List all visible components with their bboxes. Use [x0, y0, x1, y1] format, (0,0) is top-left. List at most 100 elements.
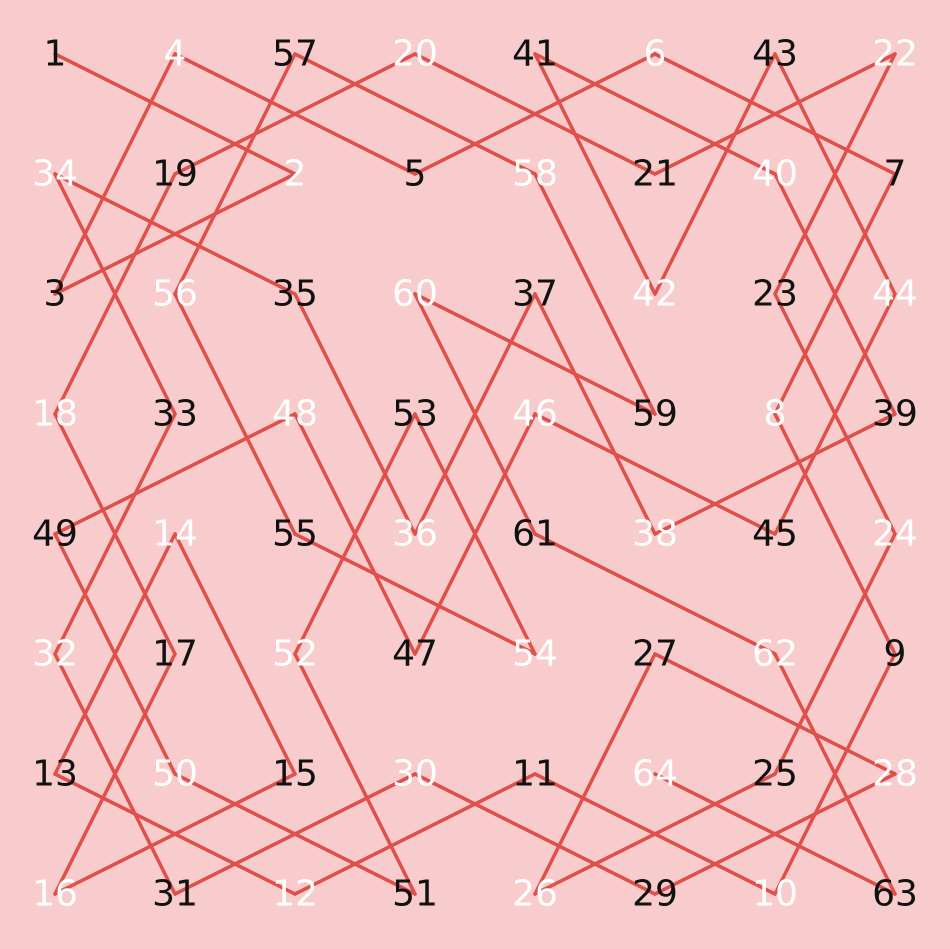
- cell-label-19: 19: [152, 154, 198, 195]
- cell-label-52: 52: [272, 634, 318, 675]
- move-1-to-2: [53, 52, 297, 176]
- cell-label-41: 41: [512, 34, 558, 75]
- move-54-to-55: [293, 532, 537, 656]
- move-21-to-22: [653, 52, 897, 176]
- cell-label-7: 7: [884, 154, 907, 195]
- cell-label-56: 56: [152, 274, 198, 315]
- move-63-to-64: [653, 772, 897, 896]
- cell-label-32: 32: [32, 634, 78, 675]
- move-41-to-42: [533, 52, 657, 296]
- cell-label-30: 30: [392, 754, 438, 795]
- move-48-to-49: [53, 412, 297, 536]
- cell-label-21: 21: [632, 154, 678, 195]
- move-14-to-15: [173, 532, 297, 776]
- move-35-to-36: [293, 292, 417, 536]
- cell-label-12: 12: [272, 874, 318, 915]
- move-20-to-21: [413, 52, 657, 176]
- move-31-to-32: [53, 652, 177, 896]
- cell-label-49: 49: [32, 514, 78, 555]
- cell-label-5: 5: [404, 154, 427, 195]
- move-61-to-62: [533, 532, 777, 656]
- move-57-to-58: [293, 52, 537, 176]
- move-49-to-50: [53, 532, 177, 776]
- cell-label-39: 39: [872, 394, 918, 435]
- move-38-to-39: [653, 412, 897, 536]
- cell-label-27: 27: [632, 634, 678, 675]
- move-34-to-35: [53, 172, 297, 296]
- move-45-to-46: [533, 412, 777, 536]
- cell-label-37: 37: [512, 274, 558, 315]
- cell-label-20: 20: [392, 34, 438, 75]
- cell-label-14: 14: [152, 514, 198, 555]
- cell-label-11: 11: [512, 754, 558, 795]
- move-40-to-41: [533, 52, 777, 176]
- move-37-to-38: [533, 292, 657, 536]
- move-39-to-40: [773, 172, 897, 416]
- cell-label-13: 13: [32, 754, 78, 795]
- cell-label-54: 54: [512, 634, 558, 675]
- cell-label-61: 61: [512, 514, 558, 555]
- cell-label-48: 48: [272, 394, 318, 435]
- cell-label-53: 53: [392, 394, 438, 435]
- move-62-to-63: [773, 652, 897, 896]
- move-32-to-33: [53, 412, 177, 656]
- cell-label-50: 50: [152, 754, 198, 795]
- cell-label-43: 43: [752, 34, 798, 75]
- move-44-to-45: [773, 292, 897, 536]
- cell-label-25: 25: [752, 754, 798, 795]
- cell-label-2: 2: [284, 154, 307, 195]
- cell-label-22: 22: [872, 34, 918, 75]
- cell-label-42: 42: [632, 274, 678, 315]
- cell-label-59: 59: [632, 394, 678, 435]
- move-24-to-25: [773, 532, 897, 776]
- move-33-to-34: [53, 172, 177, 416]
- cell-label-1: 1: [44, 34, 67, 75]
- cell-label-46: 46: [512, 394, 558, 435]
- move-27-to-28: [653, 652, 897, 776]
- cell-label-23: 23: [752, 274, 798, 315]
- cell-label-35: 35: [272, 274, 318, 315]
- cell-label-36: 36: [392, 514, 438, 555]
- cell-label-44: 44: [872, 274, 918, 315]
- cell-label-58: 58: [512, 154, 558, 195]
- cell-label-33: 33: [152, 394, 198, 435]
- cell-label-18: 18: [32, 394, 78, 435]
- cell-label-16: 16: [32, 874, 78, 915]
- move-50-to-51: [173, 772, 417, 896]
- move-60-to-61: [413, 292, 537, 536]
- move-59-to-60: [413, 292, 657, 416]
- cell-label-3: 3: [44, 274, 67, 315]
- cell-label-24: 24: [872, 514, 918, 555]
- move-3-to-4: [53, 52, 177, 296]
- cell-label-64: 64: [632, 754, 678, 795]
- cell-label-6: 6: [644, 34, 667, 75]
- cell-label-15: 15: [272, 754, 318, 795]
- cell-label-62: 62: [752, 634, 798, 675]
- move-53-to-54: [413, 412, 537, 656]
- cell-label-45: 45: [752, 514, 798, 555]
- move-11-to-12: [293, 772, 537, 896]
- move-56-to-57: [173, 52, 297, 296]
- move-19-to-20: [173, 52, 417, 176]
- cell-label-38: 38: [632, 514, 678, 555]
- cell-label-17: 17: [152, 634, 198, 675]
- cell-label-10: 10: [752, 874, 798, 915]
- cell-label-31: 31: [152, 874, 198, 915]
- move-26-to-27: [533, 652, 657, 896]
- cell-label-47: 47: [392, 634, 438, 675]
- move-42-to-43: [653, 52, 777, 296]
- cell-label-60: 60: [392, 274, 438, 315]
- cell-label-4: 4: [164, 34, 187, 75]
- cell-label-8: 8: [764, 394, 787, 435]
- tour-path: [53, 52, 897, 896]
- cell-label-28: 28: [872, 754, 918, 795]
- cell-label-34: 34: [32, 154, 78, 195]
- cell-label-51: 51: [392, 874, 438, 915]
- move-25-to-26: [533, 772, 777, 896]
- cell-label-57: 57: [272, 34, 318, 75]
- cell-label-55: 55: [272, 514, 318, 555]
- cell-label-63: 63: [872, 874, 918, 915]
- move-55-to-56: [173, 292, 297, 536]
